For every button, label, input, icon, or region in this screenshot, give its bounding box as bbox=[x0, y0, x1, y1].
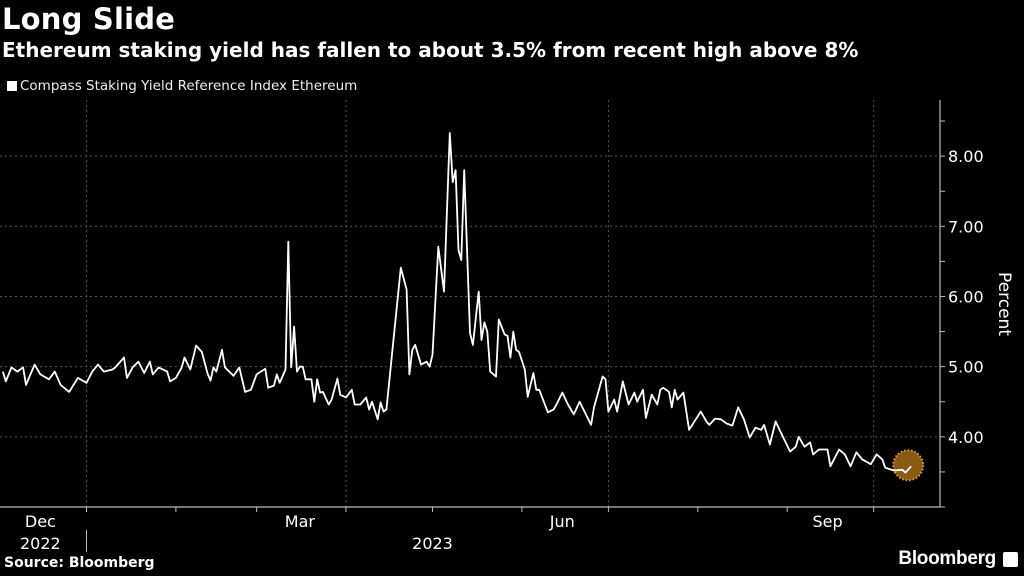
legend-label: Compass Staking Yield Reference Index Et… bbox=[20, 78, 358, 94]
gridlines bbox=[0, 100, 940, 507]
x-tick-label: Dec bbox=[25, 512, 56, 531]
legend-swatch-icon bbox=[7, 81, 17, 91]
x-year-label: 2023 bbox=[412, 534, 453, 553]
y-axis-label: Percent bbox=[994, 272, 1014, 336]
y-tick-label: 8.00 bbox=[948, 147, 984, 166]
y-tick-label: 7.00 bbox=[948, 217, 984, 236]
bloomberg-chart-icon bbox=[1003, 552, 1018, 567]
x-year-label: 2022 bbox=[20, 534, 61, 553]
last-point-highlight bbox=[892, 449, 925, 482]
axes bbox=[0, 100, 945, 552]
x-tick-label: Sep bbox=[812, 512, 842, 531]
tick-labels: 4.00 5.00 6.00 7.00 8.00 Dec Mar Jun Sep 2022 2023 bbox=[20, 147, 984, 553]
bloomberg-logo: Bloomberg bbox=[898, 548, 996, 569]
chart-subtitle: Ethereum staking yield has fallen to abo… bbox=[2, 38, 859, 62]
legend: Compass Staking Yield Reference Index Et… bbox=[7, 78, 357, 94]
series-layer bbox=[2, 132, 925, 482]
x-tick-label: Mar bbox=[285, 512, 316, 531]
series-line-ethereum-staking-yield bbox=[2, 132, 912, 474]
y-tick-label: 5.00 bbox=[948, 358, 984, 377]
chart-title: Long Slide bbox=[2, 2, 176, 36]
y-tick-label: 6.00 bbox=[948, 287, 984, 306]
y-tick-label: 4.00 bbox=[948, 428, 984, 447]
source-note: Source: Bloomberg bbox=[4, 555, 155, 571]
x-tick-label: Jun bbox=[549, 512, 575, 531]
